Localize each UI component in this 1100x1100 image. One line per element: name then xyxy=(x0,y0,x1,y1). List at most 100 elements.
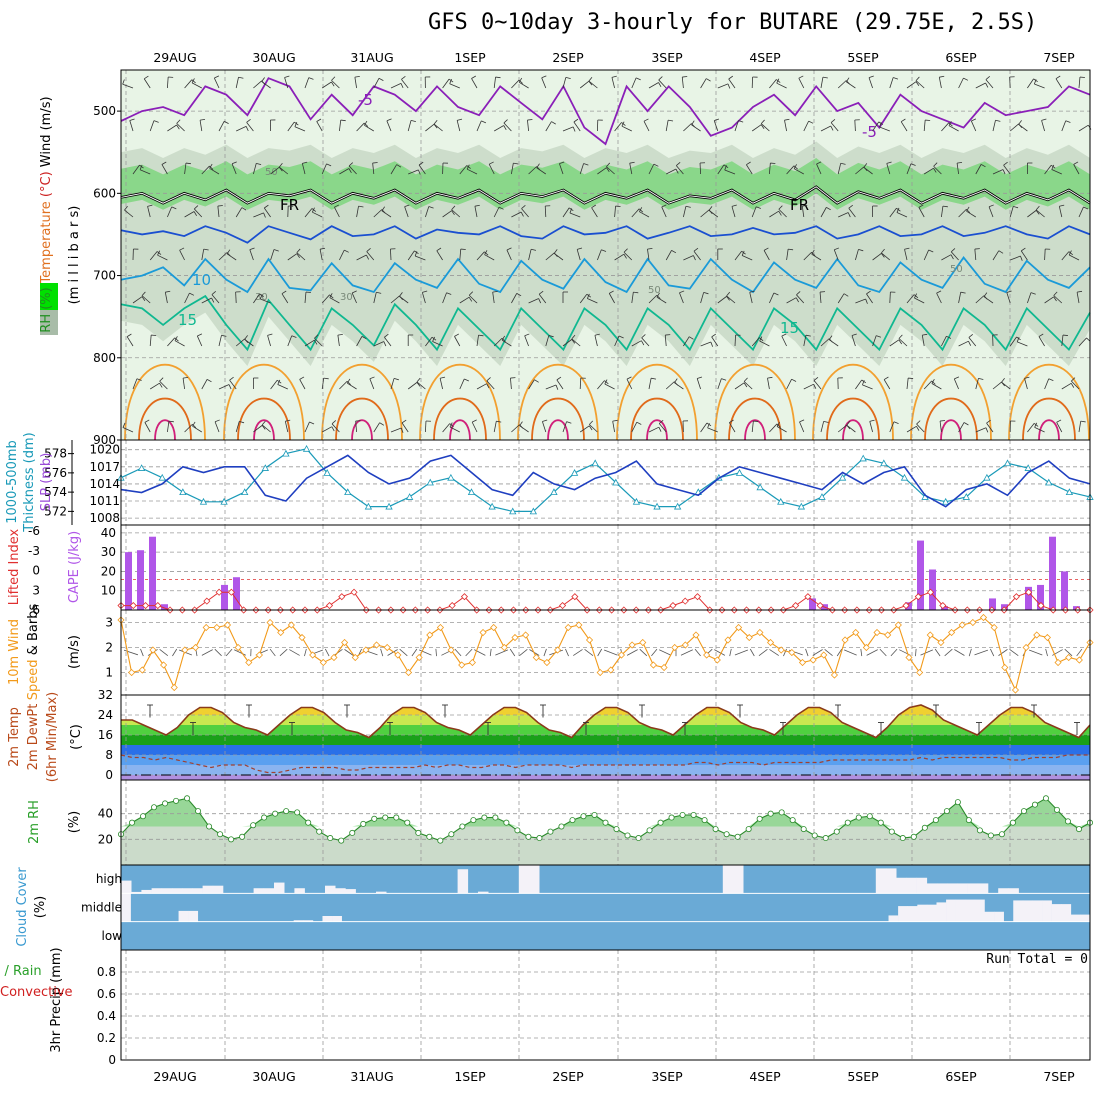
wind-speed-marker xyxy=(554,646,562,654)
wind-barb xyxy=(425,123,435,132)
surface-wind-barb xyxy=(968,648,972,657)
wind-barb-flag xyxy=(826,207,831,211)
temp-band xyxy=(121,775,1090,780)
surface-wind-barb xyxy=(495,649,509,656)
wind-barb-flag xyxy=(591,204,597,209)
wind-barb-flag xyxy=(1059,204,1065,207)
surface-wind-barb xyxy=(279,648,288,657)
cloud-gap-high xyxy=(263,888,275,894)
cloud-gap-high xyxy=(335,888,346,894)
wind-barb xyxy=(760,123,770,132)
wind-speed-marker xyxy=(532,653,540,662)
wind-tick: 1 xyxy=(105,666,113,680)
wind-barb xyxy=(781,335,787,347)
wind-barb-flag xyxy=(141,296,146,302)
wind-barb xyxy=(390,427,402,433)
surface-wind-barb xyxy=(1045,648,1048,657)
wind-barb-flag xyxy=(904,247,910,250)
wind-barb xyxy=(676,165,684,175)
wind-speed-marker xyxy=(841,636,849,644)
wind-speed-marker xyxy=(692,631,700,639)
rh2m-marker xyxy=(162,800,169,807)
wind-barb xyxy=(179,250,185,261)
wind-barb xyxy=(321,294,330,304)
temp-ylabel-units: (°C) xyxy=(69,724,84,750)
wind-barb xyxy=(493,206,500,218)
wind-barb-flag xyxy=(383,341,387,347)
wind-barb-flag xyxy=(834,247,840,251)
rh2m-marker xyxy=(184,795,191,802)
wind-barb-flag xyxy=(847,212,851,218)
wind-barb xyxy=(855,166,865,175)
cloud-gap-high xyxy=(906,877,917,894)
wind-barb-flag xyxy=(311,208,317,212)
wind-barb xyxy=(442,423,450,433)
cloud-gap-high xyxy=(1008,888,1019,894)
wind-barb-flag xyxy=(788,248,794,251)
wind-barb xyxy=(631,340,642,347)
wind-barb xyxy=(235,77,239,89)
rh2m-marker xyxy=(855,814,862,821)
wind-barb-flag xyxy=(963,77,969,81)
wind-barb-flag xyxy=(506,247,512,251)
li-marker xyxy=(227,588,235,596)
wind-barb xyxy=(666,168,677,175)
isotherm-warm-dome xyxy=(630,397,684,441)
cloud-gap-middle xyxy=(1061,904,1072,922)
cape-bar xyxy=(233,577,240,610)
wind-barb-flag xyxy=(601,249,607,252)
wind-barb xyxy=(132,378,138,390)
wind-speed-marker xyxy=(788,648,796,657)
cape-bar xyxy=(989,598,996,610)
wind-barb-flag xyxy=(471,75,477,79)
wind-barb xyxy=(321,378,325,390)
surface-wind-barb xyxy=(998,649,1008,656)
wind-barb xyxy=(213,77,220,89)
wind-barb xyxy=(476,120,482,132)
surface-wind-barb xyxy=(920,649,933,656)
thickness-marker xyxy=(859,454,867,462)
wind-barb xyxy=(1058,206,1063,218)
wind-barb xyxy=(683,123,692,132)
rh2m-marker xyxy=(899,835,906,842)
wind-barb-flag xyxy=(346,378,351,384)
rh2m-marker xyxy=(448,831,455,838)
wind-barb xyxy=(597,380,605,390)
temp-band xyxy=(121,745,1090,755)
cloud-tick-low: low xyxy=(102,929,123,943)
rh2m-marker xyxy=(558,823,565,830)
wind-barb-flag xyxy=(879,122,882,128)
date-label-top: 29AUG xyxy=(153,50,196,65)
li-marker xyxy=(1012,593,1020,601)
wind-barb-flag xyxy=(980,164,986,168)
wind-barb xyxy=(528,379,535,390)
wind-barb-flag xyxy=(261,420,266,426)
contour-label: FR xyxy=(790,196,809,214)
wind-ylabel-2-part: Speed xyxy=(26,659,41,700)
wind-barb xyxy=(260,298,271,304)
wind-barb-flag xyxy=(466,165,471,169)
wind-barb xyxy=(1035,209,1045,218)
wind-barb xyxy=(492,292,495,304)
wind-barb xyxy=(751,124,762,132)
wind-barb-flag xyxy=(918,204,924,208)
li-marker xyxy=(215,588,223,596)
rh2m-marker xyxy=(943,808,950,815)
wind-barb-flag xyxy=(893,77,899,80)
surface-wind-barb xyxy=(489,648,492,657)
wind-ylabel-units: (m/s) xyxy=(67,635,82,669)
wind-barb-flag xyxy=(185,162,191,165)
wind-barb-flag xyxy=(176,124,180,130)
wind-barb-flag xyxy=(755,206,761,209)
wind-barb-flag xyxy=(668,119,674,122)
wind-barb-flag xyxy=(191,78,195,84)
wind-speed-marker xyxy=(905,653,913,662)
thickness-marker xyxy=(880,459,888,467)
li-tick: -6 xyxy=(28,524,40,538)
wind-barb-flag xyxy=(583,163,589,166)
wind-barb-flag xyxy=(261,425,266,430)
cloud-gap-middle xyxy=(994,911,1004,922)
wind-barb xyxy=(192,425,203,433)
wind-barb xyxy=(301,163,306,175)
wind-barb xyxy=(854,119,856,132)
